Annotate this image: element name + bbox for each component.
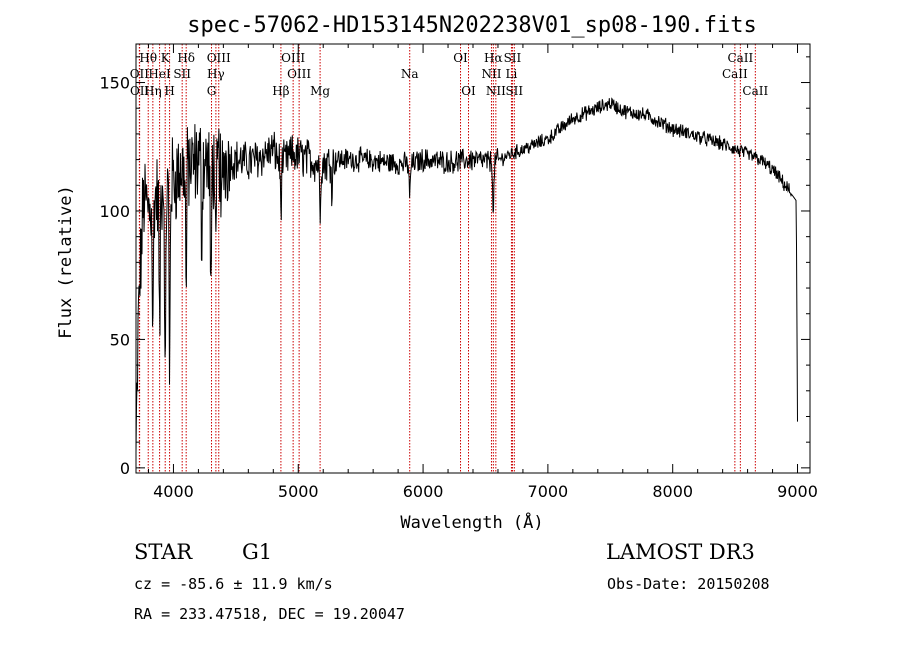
spectral-line-label: OIII	[207, 51, 231, 65]
x-tick-label: 4000	[153, 482, 194, 501]
spectral-line-label: H	[164, 84, 174, 98]
y-axis-ticks: 0 50 100 150	[99, 56, 810, 478]
spectral-line-label: OII	[130, 67, 150, 81]
spectral-line-label: CaII	[727, 51, 753, 65]
survey-name: LAMOST DR3	[606, 540, 755, 564]
x-tick-label: 8000	[652, 482, 693, 501]
spectral-line-label: K	[161, 51, 171, 65]
object-subclass: G1	[242, 540, 272, 564]
spectral-line-label: CaII	[742, 84, 768, 98]
y-tick-label: 0	[120, 459, 130, 478]
line-markers	[138, 44, 756, 473]
spectral-line-label: SII	[173, 67, 191, 81]
spectral-line-label: HeI	[148, 67, 171, 81]
spectral-line-label: OI	[461, 84, 476, 98]
spectral-line-label: OI	[453, 51, 468, 65]
spectral-line-label: SII	[505, 84, 523, 98]
x-axis-ticks: 4000 5000 6000 7000 8000 9000	[147, 44, 818, 501]
spectral-line-label: Hη	[144, 84, 162, 98]
flux-series-line	[135, 97, 798, 453]
spectral-line-label: OIII	[287, 67, 311, 81]
spectral-line-label: SII	[504, 51, 522, 65]
x-tick-label: 7000	[528, 482, 569, 501]
spectral-line-label: Hθ	[139, 51, 157, 65]
spectral-line-label: NII	[486, 84, 506, 98]
x-tick-label: 9000	[777, 482, 818, 501]
spectral-line-label: Hα	[484, 51, 503, 65]
spectral-line-label: Mg	[310, 84, 330, 98]
spectral-line-label: CaII	[722, 67, 748, 81]
y-tick-label: 150	[99, 74, 130, 93]
x-tick-label: 6000	[403, 482, 444, 501]
spectral-line-label: NII	[481, 67, 501, 81]
object-class: STAR	[134, 540, 193, 564]
observation-date: Obs-Date: 20150208	[607, 575, 770, 593]
y-tick-label: 100	[99, 202, 130, 221]
spectral-line-label: Na	[401, 67, 419, 81]
chart-title: spec-57062-HD153145N202238V01_sp08-190.f…	[187, 13, 757, 38]
spectral-line-label: Hβ	[272, 84, 289, 98]
x-tick-label: 5000	[278, 482, 319, 501]
coordinates: RA = 233.47518, DEC = 19.20047	[134, 605, 405, 623]
redshift-velocity: cz = -85.6 ± 11.9 km/s	[134, 575, 333, 593]
plot-frame	[135, 43, 811, 474]
spectral-line-label: OIII	[281, 51, 305, 65]
x-axis-label: Wavelength (Å)	[400, 511, 543, 533]
y-tick-label: 50	[110, 330, 130, 349]
spectral-line-label: Hδ	[177, 51, 195, 65]
y-axis-label: Flux (relative)	[56, 185, 76, 339]
spectral-line-label: Hγ	[207, 67, 225, 81]
spectral-line-label: G	[207, 84, 217, 98]
spectral-line-label: Li	[506, 67, 518, 81]
spectral-line-label: OII	[130, 84, 150, 98]
